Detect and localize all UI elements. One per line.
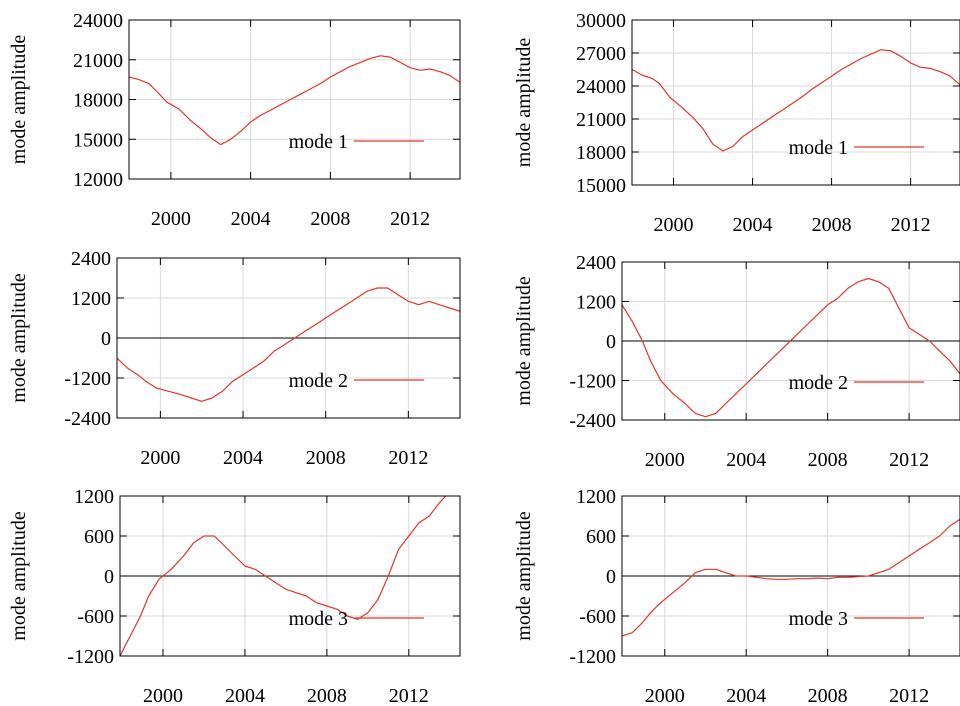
panel-2: 15000 18000 21000 24000 27000 30000 2000 2004 20… xyxy=(513,10,960,236)
x-tick-label: 2004 xyxy=(225,685,265,706)
legend-label: mode 3 xyxy=(289,608,348,630)
x-tick-label: 2008 xyxy=(812,214,852,236)
x-tick-label: 2012 xyxy=(389,685,429,706)
series-line-mode-1 xyxy=(129,55,460,146)
panel-1: 12000 15000 18000 21000 24000 2000 2004 2008 201… xyxy=(8,10,461,230)
legend-label: mode 2 xyxy=(789,372,848,394)
y-tick-label: 0 xyxy=(101,328,111,350)
y-axis-label: mode amplitude xyxy=(513,38,535,168)
legend-label: mode 1 xyxy=(289,131,348,153)
y-tick-label: 2400 xyxy=(71,248,111,270)
y-axis-label: mode amplitude xyxy=(8,35,30,165)
x-tick-label: 2004 xyxy=(733,214,773,236)
x-tick-label: 2000 xyxy=(143,685,183,706)
x-tick-label: 2008 xyxy=(808,685,848,706)
plot-frame xyxy=(116,257,461,419)
series-line-mode-3 xyxy=(120,496,447,656)
y-tick-label: 1200 xyxy=(71,288,111,310)
x-tick-label: 2004 xyxy=(231,208,271,230)
y-tick-label: -600 xyxy=(579,606,616,628)
y-tick-label: 600 xyxy=(84,526,114,548)
x-tick-label: 2000 xyxy=(140,447,180,469)
y-tick-label: 2400 xyxy=(576,252,616,274)
y-tick-label: 1200 xyxy=(74,486,114,508)
y-axis-label: mode amplitude xyxy=(8,511,30,641)
y-tick-label: 1200 xyxy=(576,486,616,508)
x-tick-label: 2012 xyxy=(388,447,428,469)
x-tick-label: 2000 xyxy=(645,449,685,471)
x-tick-label: 2012 xyxy=(889,685,929,706)
legend-label: mode 3 xyxy=(789,608,848,630)
y-tick-label: 1200 xyxy=(576,292,616,314)
y-tick-label: -2400 xyxy=(569,410,616,432)
y-tick-label: 0 xyxy=(606,566,616,588)
y-tick-label: -1200 xyxy=(569,646,616,668)
y-tick-label: 15000 xyxy=(576,175,626,197)
x-tick-label: 2008 xyxy=(808,449,848,471)
y-tick-label: 18000 xyxy=(576,142,626,164)
y-tick-label: 18000 xyxy=(73,90,123,112)
y-tick-label: 12000 xyxy=(73,169,123,191)
x-tick-label: 2008 xyxy=(310,208,350,230)
plot-frame xyxy=(128,19,461,180)
legend-label: mode 2 xyxy=(289,370,348,392)
plot-frame xyxy=(631,19,960,186)
y-tick-label: 30000 xyxy=(576,10,626,32)
y-axis-label: mode amplitude xyxy=(8,273,30,403)
y-tick-label: -1200 xyxy=(67,646,114,668)
y-tick-label: 21000 xyxy=(576,109,626,131)
x-tick-label: 2004 xyxy=(726,685,766,706)
series-line-mode-2 xyxy=(622,277,960,418)
y-tick-label: 27000 xyxy=(576,43,626,65)
x-tick-label: 2012 xyxy=(891,214,931,236)
x-tick-label: 2004 xyxy=(223,447,263,469)
x-tick-label: 2008 xyxy=(307,685,347,706)
x-tick-label: 2004 xyxy=(726,449,766,471)
legend-label: mode 1 xyxy=(789,137,848,159)
y-tick-label: -1200 xyxy=(569,371,616,393)
y-axis-label: mode amplitude xyxy=(513,511,535,641)
y-tick-label: -600 xyxy=(77,606,114,628)
y-tick-label: 0 xyxy=(606,331,616,353)
plot-frame xyxy=(119,495,461,657)
y-tick-label: 15000 xyxy=(73,129,123,151)
x-tick-label: 2008 xyxy=(306,447,346,469)
panel-5: -1200 -600 0 600 1200 2000 2004 2008 2012 mode 3 m… xyxy=(8,486,461,706)
y-tick-label: 24000 xyxy=(73,10,123,32)
panel-4: -2400 -1200 0 1200 2400 2000 2004 2008 2012 mode … xyxy=(513,252,960,471)
y-tick-label: -2400 xyxy=(64,408,111,430)
y-axis-label: mode amplitude xyxy=(513,276,535,406)
y-tick-label: -1200 xyxy=(64,368,111,390)
y-tick-label: 600 xyxy=(586,526,616,548)
plot-frame xyxy=(621,495,960,657)
series-line-mode-3 xyxy=(622,518,960,637)
panel-6: -1200 -600 0 600 1200 2000 2004 2008 2012 mode 3 m… xyxy=(513,486,960,706)
series-line-mode-1 xyxy=(632,49,960,152)
x-tick-label: 2012 xyxy=(889,449,929,471)
x-tick-label: 2000 xyxy=(645,685,685,706)
panel-3: -2400 -1200 0 1200 2400 2000 2004 2008 2012 mode … xyxy=(8,248,461,469)
plot-frame xyxy=(621,261,960,421)
x-tick-label: 2000 xyxy=(151,208,191,230)
series-line-mode-2 xyxy=(117,287,460,402)
y-tick-label: 0 xyxy=(104,566,114,588)
x-tick-label: 2000 xyxy=(653,214,693,236)
y-tick-label: 24000 xyxy=(576,76,626,98)
y-tick-label: 21000 xyxy=(73,50,123,72)
x-tick-label: 2012 xyxy=(390,208,430,230)
